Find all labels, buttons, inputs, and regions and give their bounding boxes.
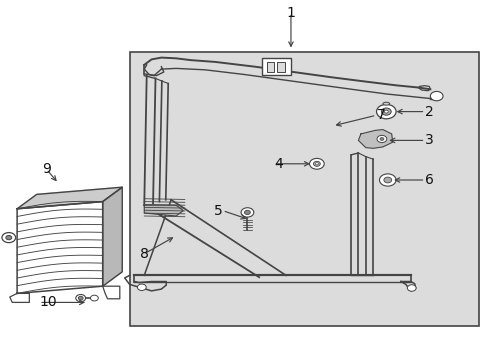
FancyArrowPatch shape <box>288 15 293 46</box>
Polygon shape <box>144 205 183 216</box>
Circle shape <box>376 104 395 119</box>
Circle shape <box>315 163 318 165</box>
Circle shape <box>6 235 12 240</box>
Text: 4: 4 <box>273 157 282 171</box>
Ellipse shape <box>382 102 389 105</box>
Circle shape <box>313 161 320 166</box>
Bar <box>129 52 478 326</box>
Circle shape <box>379 138 383 140</box>
Polygon shape <box>102 187 122 286</box>
Text: 6: 6 <box>425 173 433 187</box>
Circle shape <box>309 158 324 169</box>
Polygon shape <box>358 130 392 148</box>
FancyArrowPatch shape <box>394 178 422 182</box>
Circle shape <box>429 91 442 101</box>
Text: 7: 7 <box>376 108 385 122</box>
Circle shape <box>379 174 395 186</box>
Bar <box>277 62 285 72</box>
Circle shape <box>241 208 253 217</box>
FancyArrowPatch shape <box>397 109 422 114</box>
Circle shape <box>76 294 85 302</box>
Circle shape <box>383 177 391 183</box>
FancyArrowPatch shape <box>389 138 422 143</box>
Text: 8: 8 <box>140 247 148 261</box>
Text: 3: 3 <box>425 134 433 147</box>
Text: 9: 9 <box>42 162 51 176</box>
Circle shape <box>137 284 146 291</box>
FancyArrowPatch shape <box>276 162 308 166</box>
FancyArrowPatch shape <box>146 238 172 252</box>
Circle shape <box>407 285 415 291</box>
Bar <box>266 62 274 72</box>
Circle shape <box>2 233 16 243</box>
Circle shape <box>78 296 83 300</box>
Circle shape <box>90 295 98 301</box>
Circle shape <box>376 135 386 143</box>
Text: 5: 5 <box>213 204 222 217</box>
Circle shape <box>384 110 387 113</box>
Circle shape <box>244 210 250 215</box>
Bar <box>261 58 290 75</box>
FancyArrowPatch shape <box>42 300 84 305</box>
FancyArrowPatch shape <box>336 116 373 126</box>
Text: 2: 2 <box>425 105 433 118</box>
FancyArrowPatch shape <box>48 171 56 180</box>
FancyArrowPatch shape <box>224 211 245 219</box>
Text: 10: 10 <box>39 296 57 309</box>
Circle shape <box>381 108 390 115</box>
Text: 1: 1 <box>286 6 295 19</box>
Polygon shape <box>17 187 122 209</box>
